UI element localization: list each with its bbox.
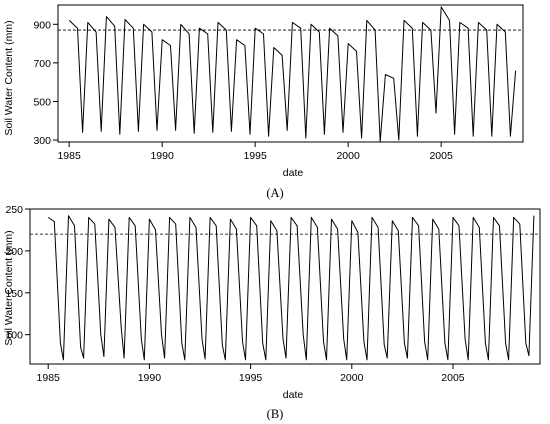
- panel-a-y-tick-label: 700: [33, 58, 51, 70]
- panel-b-x-tick-label: 2000: [340, 372, 364, 384]
- panel-a-y-axis-title: Soil Water Content (mm): [3, 20, 15, 135]
- panel-a-x-tick-label: 1995: [243, 150, 267, 162]
- panel-a-y-tick-label: 500: [33, 96, 51, 108]
- panel-a-y-tick-label: 300: [33, 135, 51, 147]
- panel-a-caption: (A): [266, 186, 283, 200]
- panel-b-caption: (B): [267, 407, 284, 421]
- panel-b: Soil Water Content (mm) date (B) 1985 199…: [3, 204, 541, 421]
- panel-b-y-tick-label: 150: [5, 288, 23, 300]
- panel-a-x-axis-title: date: [283, 167, 304, 179]
- panel-a-y-tick-label: 900: [33, 19, 51, 31]
- panel-b-x-tick-label: 1990: [138, 372, 162, 384]
- panel-b-x-axis-title: date: [283, 389, 304, 401]
- panel-b-x-tick-label: 1985: [37, 372, 61, 384]
- panel-b-x-tick-label: 2005: [441, 372, 465, 384]
- panel-b-x-tick-label: 1995: [239, 372, 263, 384]
- panel-a-series-line: [68, 6, 517, 143]
- panel-a-x-tick-label: 1985: [57, 150, 81, 162]
- panel-a-plot-frame: [57, 4, 524, 143]
- panel-b-y-tick-label: 200: [5, 246, 23, 258]
- panel-b-y-tick-label: 250: [5, 204, 23, 216]
- panel-b-y-tick-label: 100: [5, 330, 23, 342]
- panel-a-x-tick-label: 1990: [150, 150, 174, 162]
- panel-a: Soil Water Content (mm) date (A) 1985 199…: [3, 4, 524, 200]
- panel-a-x-tick-label: 2000: [336, 150, 360, 162]
- panel-b-plot-frame: [29, 208, 541, 365]
- panel-a-x-tick-label: 2005: [429, 150, 453, 162]
- panel-b-series-line: [47, 215, 535, 361]
- panel-b-y-axis-title: Soil Water Content (mm): [3, 230, 15, 345]
